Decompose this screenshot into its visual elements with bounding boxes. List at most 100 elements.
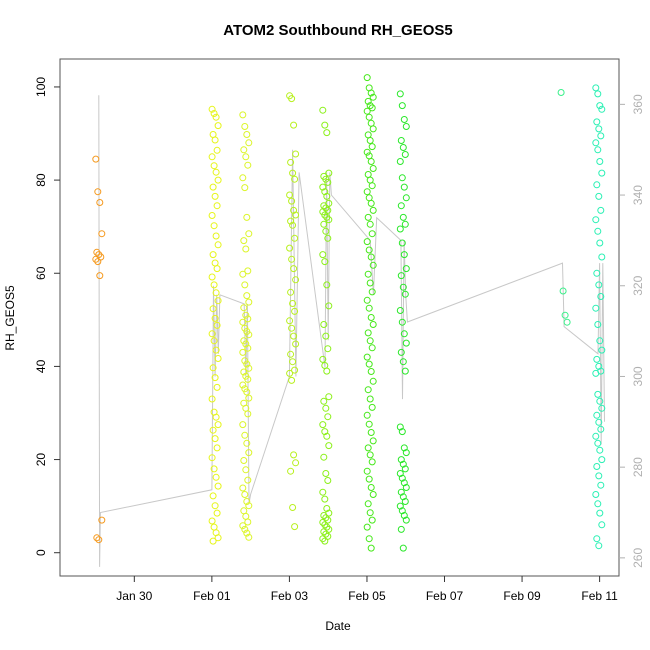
data-point [398, 102, 406, 110]
x-axis-label: Date [325, 619, 351, 633]
data-point [213, 509, 221, 517]
x-tick-label: Feb 05 [348, 589, 386, 603]
data-point [398, 318, 406, 326]
data-point [212, 346, 220, 354]
data-point [292, 276, 300, 284]
data-point [208, 153, 216, 161]
data-point [319, 488, 327, 496]
data-point [400, 479, 408, 487]
x-tick-label: Feb 03 [271, 589, 309, 603]
data-point [367, 253, 375, 261]
data-point [399, 544, 407, 552]
data-point [239, 111, 247, 119]
data-point [397, 456, 405, 464]
y-tick-label: 40 [34, 359, 48, 373]
x-tick-label: Jan 30 [116, 589, 152, 603]
scatter-points-layer [92, 74, 606, 552]
data-point [593, 355, 601, 363]
data-point [242, 466, 250, 474]
data-point [239, 318, 247, 326]
data-point [369, 437, 377, 445]
data-point [322, 332, 330, 340]
series-2017-02-01 [208, 105, 222, 545]
data-point [368, 104, 376, 112]
data-point [209, 426, 217, 434]
data-point [208, 105, 216, 113]
data-point [364, 213, 372, 221]
data-point [320, 321, 328, 328]
data-point [369, 377, 377, 385]
data-point [363, 353, 371, 361]
data-point [239, 522, 247, 530]
data-point [399, 144, 407, 151]
data-point [363, 74, 371, 82]
data-point [400, 512, 408, 519]
data-point [210, 110, 218, 117]
data-point [245, 331, 253, 339]
data-point [366, 102, 374, 110]
data-point [595, 192, 603, 200]
data-point [363, 411, 371, 419]
x-tick-label: Feb 07 [426, 589, 464, 603]
data-point [291, 234, 299, 242]
y-tick-label: 100 [34, 77, 48, 97]
data-point [325, 169, 333, 177]
data-point [240, 368, 248, 376]
data-point [94, 258, 102, 266]
data-point [208, 517, 216, 525]
data-point [561, 311, 569, 319]
data-point [364, 171, 372, 178]
series-2017-02-11 [592, 84, 606, 550]
data-point [366, 279, 374, 287]
y-tick-label: 80 [34, 173, 48, 187]
series-2017-02-10 [557, 89, 571, 326]
data-point [92, 255, 100, 263]
data-point [323, 367, 331, 375]
data-point [242, 153, 250, 161]
data-point [598, 169, 606, 177]
data-point [240, 146, 248, 154]
data-point [96, 199, 104, 206]
data-point [243, 292, 251, 300]
data-point [323, 213, 331, 221]
data-point [321, 495, 329, 503]
data-point [401, 151, 409, 158]
x-tick-label: Feb 11 [581, 589, 618, 603]
data-point [593, 118, 601, 126]
data-point [241, 431, 249, 439]
data-point [292, 459, 300, 467]
data-point [397, 272, 405, 280]
data-point [400, 330, 408, 338]
data-point [396, 423, 404, 431]
data-point [396, 502, 404, 510]
data-point [366, 395, 374, 403]
data-point [365, 420, 373, 428]
data-point [597, 293, 605, 300]
data-point [364, 329, 372, 337]
data-point [212, 168, 220, 176]
data-point [288, 324, 296, 332]
data-point [594, 146, 602, 154]
data-point [320, 512, 328, 519]
data-point [289, 169, 297, 177]
data-point [399, 358, 407, 366]
data-point [597, 132, 605, 140]
data-point [214, 534, 222, 542]
data-point [241, 123, 249, 130]
data-point [321, 521, 329, 529]
data-point [368, 182, 376, 190]
data-point [210, 523, 218, 531]
data-point [365, 194, 373, 202]
data-point [400, 116, 408, 123]
data-point [592, 139, 600, 147]
data-point [208, 273, 216, 281]
y-tick-label: 60 [34, 266, 48, 280]
data-point [319, 355, 327, 363]
data-point [291, 175, 299, 183]
data-point [319, 421, 327, 429]
data-point [214, 176, 222, 184]
data-point [288, 197, 296, 205]
data-point [597, 425, 605, 433]
data-point [596, 446, 604, 454]
y-tick-label: 0 [34, 549, 48, 556]
